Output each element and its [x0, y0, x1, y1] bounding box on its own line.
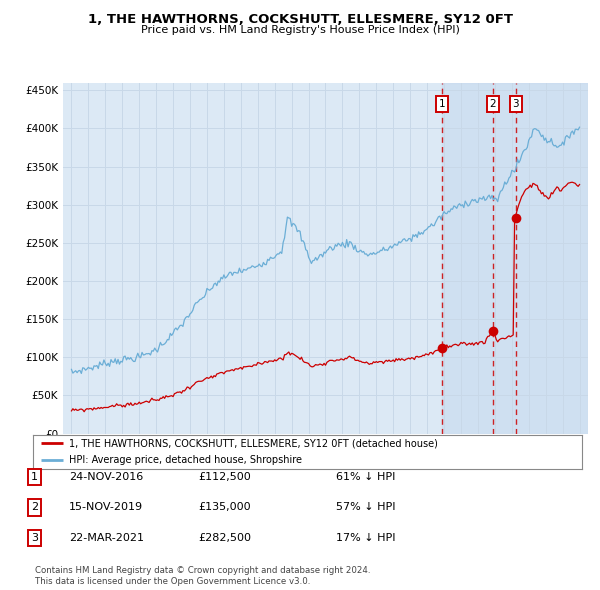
Text: Price paid vs. HM Land Registry's House Price Index (HPI): Price paid vs. HM Land Registry's House …: [140, 25, 460, 35]
Text: £135,000: £135,000: [198, 503, 251, 512]
Text: 1, THE HAWTHORNS, COCKSHUTT, ELLESMERE, SY12 0FT (detached house): 1, THE HAWTHORNS, COCKSHUTT, ELLESMERE, …: [68, 438, 437, 448]
Text: 1: 1: [439, 99, 446, 109]
Bar: [442, 83, 588, 434]
Text: £282,500: £282,500: [198, 533, 251, 543]
Text: 1: 1: [31, 472, 38, 481]
Text: 1, THE HAWTHORNS, COCKSHUTT, ELLESMERE, SY12 0FT: 1, THE HAWTHORNS, COCKSHUTT, ELLESMERE, …: [88, 13, 512, 26]
Text: 17% ↓ HPI: 17% ↓ HPI: [336, 533, 395, 543]
Text: Contains HM Land Registry data © Crown copyright and database right 2024.
This d: Contains HM Land Registry data © Crown c…: [35, 566, 370, 586]
Text: 3: 3: [31, 533, 38, 543]
Text: 2: 2: [490, 99, 496, 109]
Text: 22-MAR-2021: 22-MAR-2021: [69, 533, 144, 543]
Text: HPI: Average price, detached house, Shropshire: HPI: Average price, detached house, Shro…: [68, 455, 302, 466]
Text: £112,500: £112,500: [198, 472, 251, 481]
Text: 24-NOV-2016: 24-NOV-2016: [69, 472, 143, 481]
Text: 3: 3: [512, 99, 519, 109]
Text: 15-NOV-2019: 15-NOV-2019: [69, 503, 143, 512]
Text: 57% ↓ HPI: 57% ↓ HPI: [336, 503, 395, 512]
Text: 61% ↓ HPI: 61% ↓ HPI: [336, 472, 395, 481]
Text: 2: 2: [31, 503, 38, 512]
